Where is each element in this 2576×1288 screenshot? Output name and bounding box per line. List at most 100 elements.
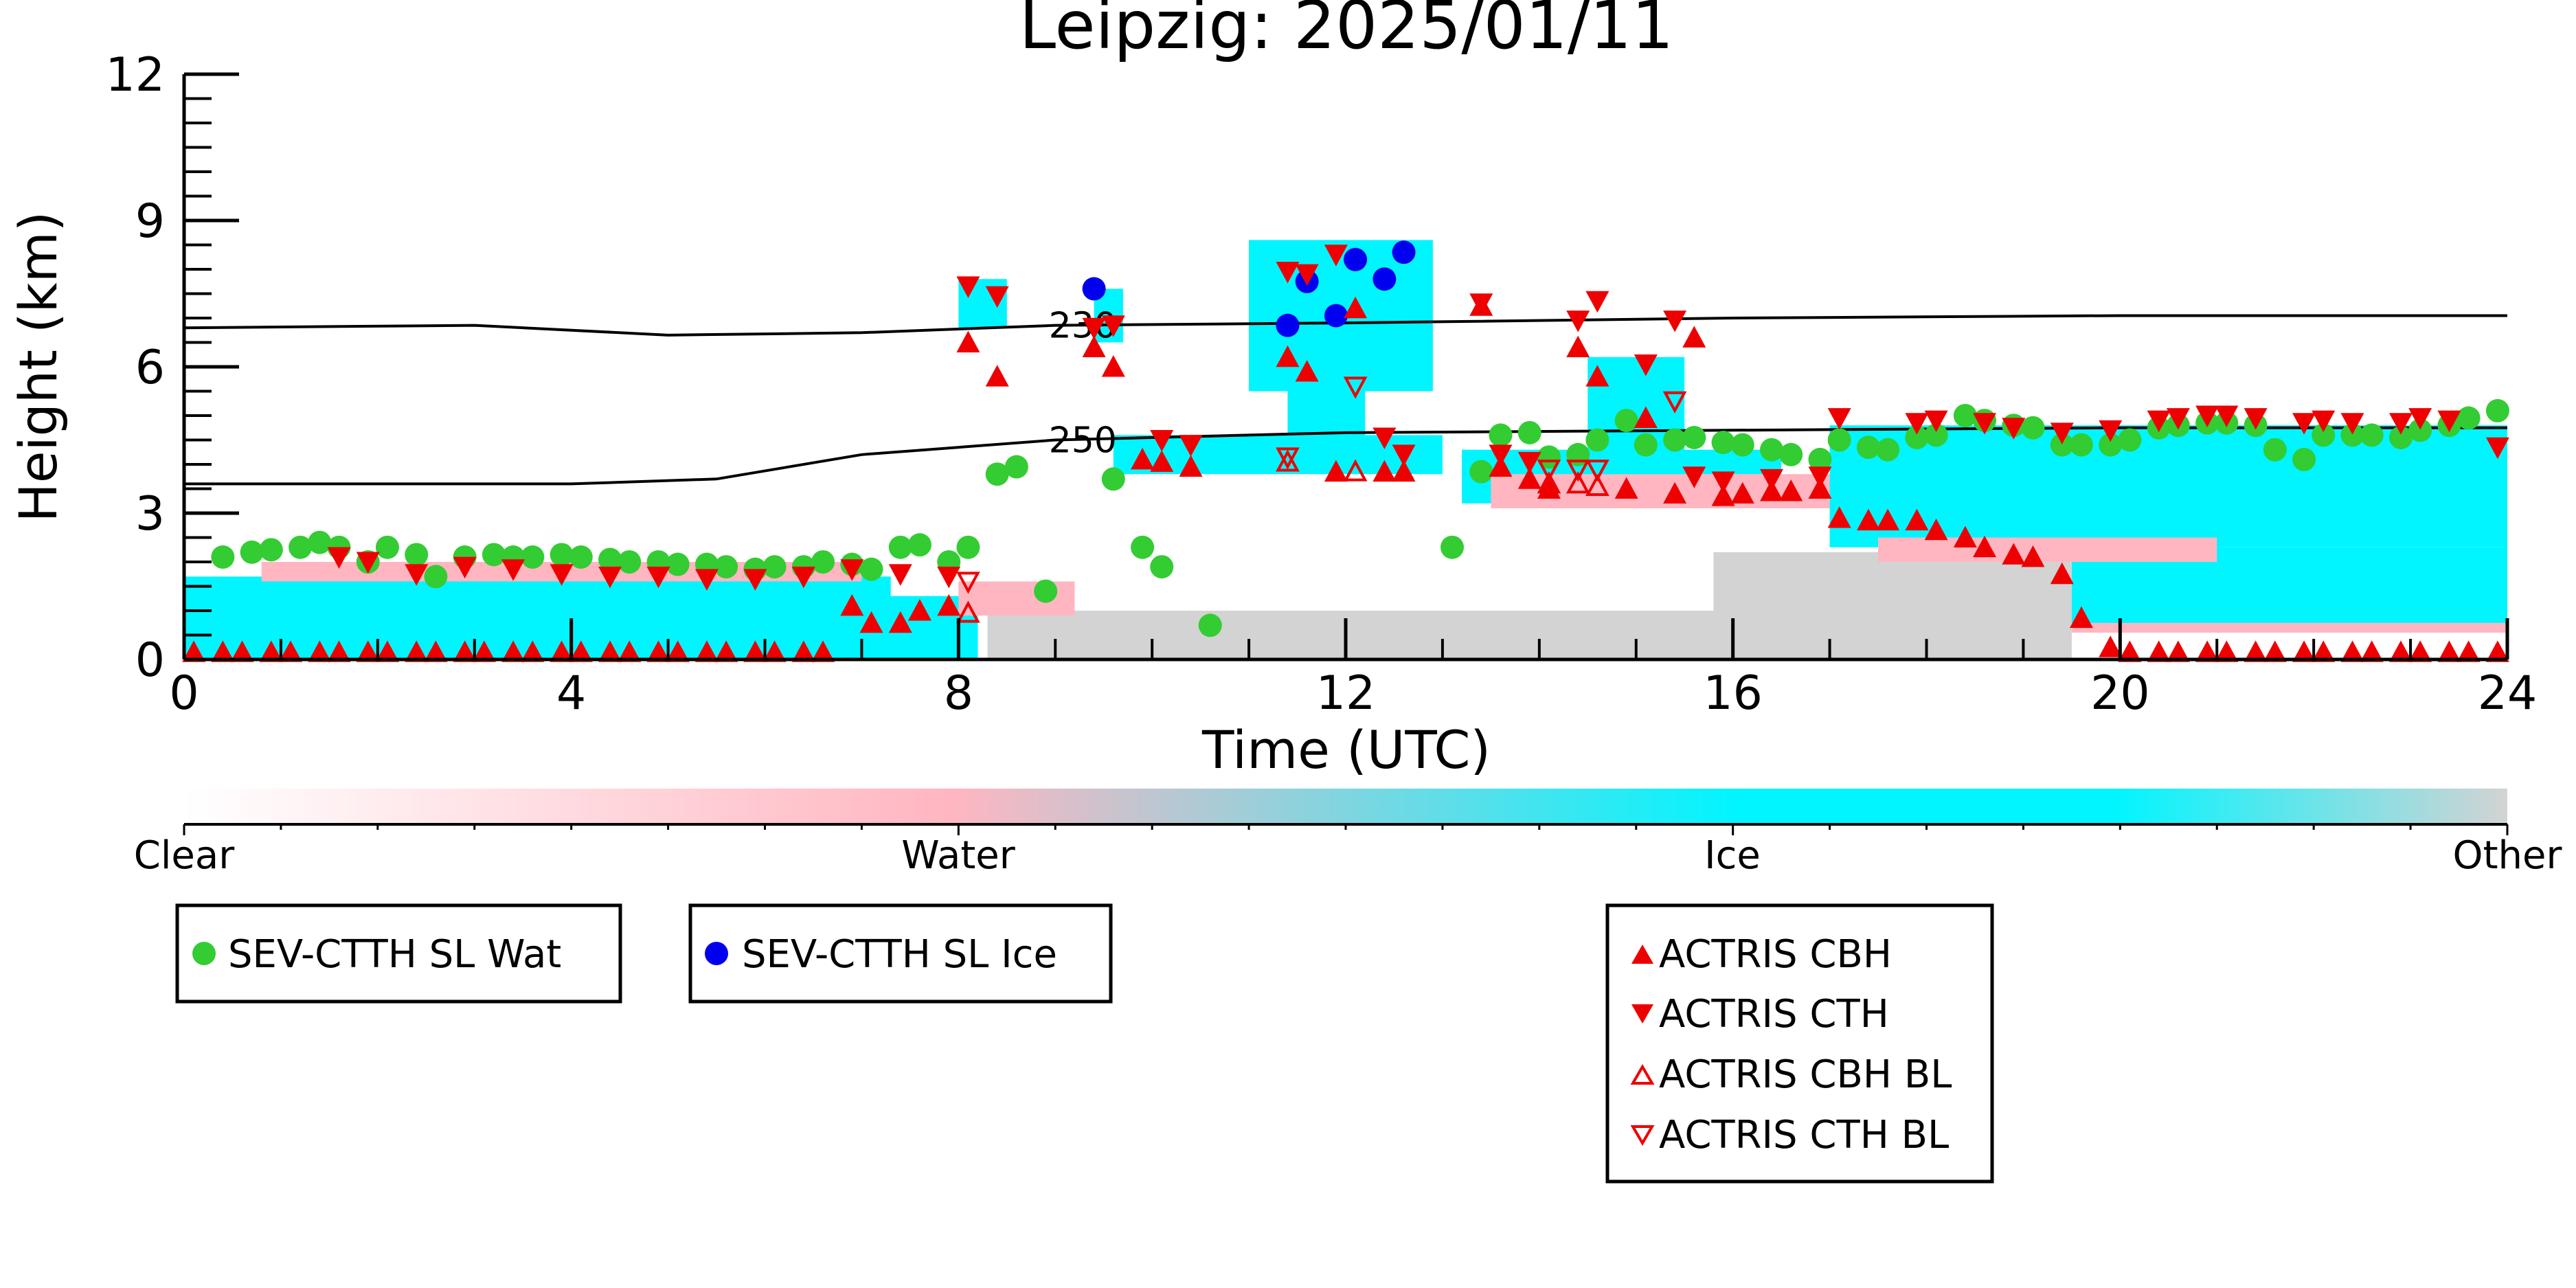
data-point <box>1585 428 1609 452</box>
data-point <box>2388 413 2413 435</box>
data-point <box>2340 423 2364 447</box>
data-point <box>375 535 399 559</box>
colorbar-ticks <box>183 824 2509 835</box>
data-point <box>1779 442 1803 466</box>
legend-label: ACTRIS CBH BL <box>1659 1052 1952 1097</box>
data-point <box>1082 277 1106 301</box>
data-point <box>1344 247 1368 271</box>
data-point <box>1131 447 1155 470</box>
data-point <box>1856 436 1880 460</box>
data-point <box>1101 315 1125 337</box>
data-point <box>1324 304 1348 328</box>
data-point <box>840 594 864 616</box>
data-point <box>1034 579 1058 603</box>
series-group <box>956 449 1609 623</box>
x-tick-label: 20 <box>2090 666 2150 721</box>
data-point <box>569 545 593 569</box>
data-point <box>1662 391 1687 414</box>
legend-box <box>1605 903 1994 1184</box>
contour-label: 230 <box>1049 306 1117 347</box>
data-point <box>743 569 767 591</box>
data-point <box>2147 640 2171 662</box>
data-point <box>840 559 864 581</box>
data-point <box>2312 423 2336 447</box>
data-point <box>859 557 883 581</box>
data-point <box>1469 460 1493 484</box>
data-point <box>1179 435 1203 457</box>
colorbar-label-water: Water <box>901 833 1016 878</box>
data-point <box>762 640 787 662</box>
data-point <box>985 462 1009 486</box>
x-tick-label: 16 <box>1703 666 1763 721</box>
legend-marker-triangle-up-open <box>1630 1064 1655 1085</box>
data-point <box>937 594 961 616</box>
data-point <box>1324 245 1348 267</box>
data-point <box>550 564 574 586</box>
data-point <box>2388 425 2413 449</box>
contour-label: 250 <box>1049 420 1117 462</box>
y-tick-label: 9 <box>135 194 165 249</box>
data-point <box>1953 526 1977 547</box>
legend-box <box>175 903 622 1004</box>
data-point <box>424 565 448 589</box>
data-point <box>2099 635 2123 657</box>
data-point <box>646 566 670 589</box>
x-tick-label: 24 <box>2478 666 2538 721</box>
data-point <box>791 566 815 589</box>
data-point <box>1372 460 1397 482</box>
data-point <box>811 640 835 662</box>
data-point <box>1566 310 1590 332</box>
data-point <box>1101 355 1125 377</box>
data-point <box>259 640 283 662</box>
data-point <box>2292 447 2316 471</box>
data-point <box>1973 413 1997 435</box>
legend-label: ACTRIS CBH <box>1659 932 1892 977</box>
data-point <box>2166 640 2190 662</box>
data-point <box>1392 460 1416 482</box>
data-point <box>2021 416 2045 440</box>
data-point <box>2340 640 2364 662</box>
field-region <box>1287 391 1366 470</box>
data-point <box>482 543 506 567</box>
data-point <box>1198 613 1222 637</box>
legend-marker-circle-green <box>192 942 216 965</box>
data-point <box>453 556 477 579</box>
data-point <box>1808 447 1832 471</box>
data-point <box>2312 640 2336 662</box>
data-point <box>1537 471 1561 494</box>
data-point <box>598 640 622 662</box>
data-point <box>888 535 912 559</box>
data-point <box>2147 410 2171 433</box>
data-point <box>308 530 332 554</box>
data-point <box>888 611 912 633</box>
data-point <box>1760 438 1784 462</box>
data-point <box>1343 376 1368 399</box>
data-point <box>2360 423 2384 447</box>
data-point <box>1585 365 1609 387</box>
data-point <box>888 564 912 586</box>
data-point <box>2485 640 2509 662</box>
data-point <box>1517 467 1541 489</box>
data-point <box>1150 430 1174 452</box>
data-point <box>1150 450 1174 472</box>
data-point <box>1276 313 1300 337</box>
data-point <box>1276 345 1300 368</box>
data-point <box>1372 427 1397 449</box>
data-point <box>956 276 980 298</box>
data-point <box>2292 640 2316 662</box>
data-point <box>2166 408 2190 430</box>
data-point <box>240 540 264 564</box>
data-point <box>405 564 429 586</box>
legend-marker-triangle-down-open <box>1630 1125 1655 1146</box>
data-point <box>1634 354 1658 376</box>
data-point <box>2263 640 2287 662</box>
data-point <box>2002 418 2026 440</box>
data-point <box>2485 398 2509 422</box>
data-point <box>714 555 738 579</box>
data-point <box>501 559 526 581</box>
data-point <box>1131 535 1155 559</box>
data-point <box>1808 466 1832 488</box>
data-point <box>1856 508 1880 531</box>
data-point <box>1517 420 1541 444</box>
data-point <box>1179 455 1203 477</box>
